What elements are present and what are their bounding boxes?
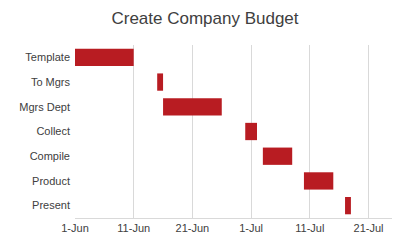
svg-text:Collect: Collect	[36, 125, 70, 137]
svg-text:Create Company Budget: Create Company Budget	[111, 9, 298, 28]
svg-text:Template: Template	[25, 51, 70, 63]
svg-text:1-Jul: 1-Jul	[239, 222, 263, 234]
svg-text:21-Jul: 21-Jul	[354, 222, 384, 234]
svg-text:Compile: Compile	[30, 150, 70, 162]
svg-text:Product: Product	[32, 175, 70, 187]
svg-text:Mgrs Dept: Mgrs Dept	[19, 101, 70, 113]
svg-text:11-Jul: 11-Jul	[295, 222, 324, 234]
svg-text:To Mgrs: To Mgrs	[31, 76, 71, 88]
svg-text:11-Jun: 11-Jun	[117, 222, 150, 234]
svg-text:1-Jun: 1-Jun	[61, 222, 89, 234]
svg-text:21-Jun: 21-Jun	[176, 222, 210, 234]
svg-text:Present: Present	[32, 199, 70, 211]
